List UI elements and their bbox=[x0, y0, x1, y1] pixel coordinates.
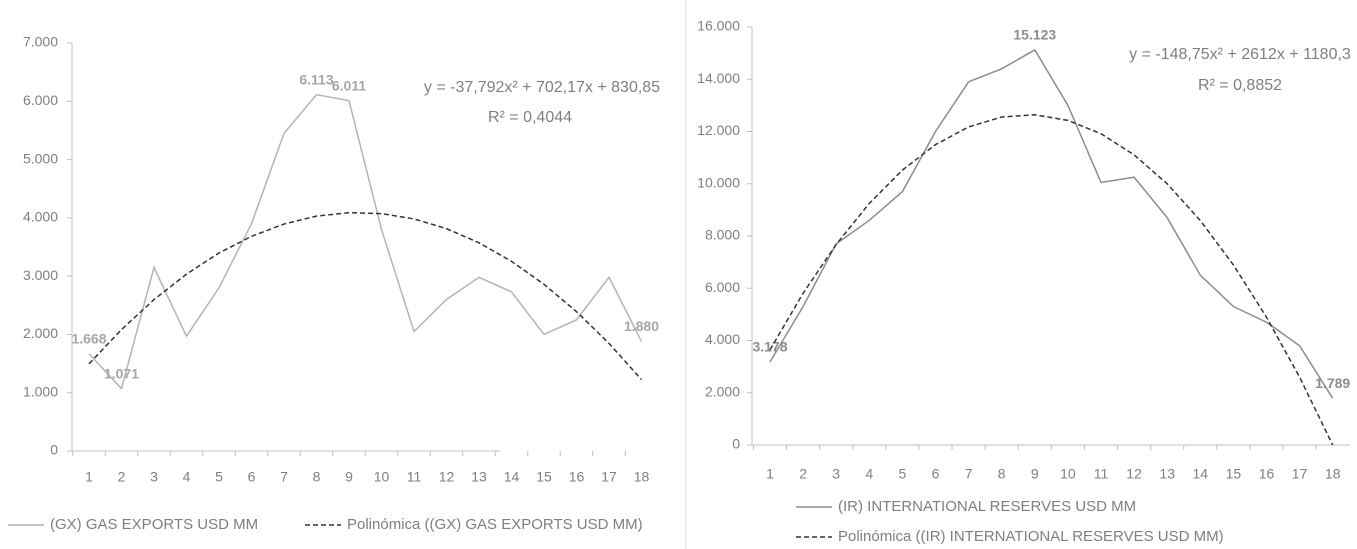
x-tick-label: 8 bbox=[998, 466, 1006, 482]
x-tick-label: 14 bbox=[1193, 466, 1209, 482]
value-label: 3.178 bbox=[752, 339, 787, 355]
y-tick-label: 6.000 bbox=[705, 279, 740, 295]
y-tick-label: 2.000 bbox=[705, 383, 740, 399]
x-tick-label: 2 bbox=[118, 469, 126, 485]
value-label: 1.668 bbox=[71, 330, 106, 346]
x-tick-label: 8 bbox=[313, 469, 321, 485]
annotation: R² = 0,8852 bbox=[1198, 77, 1282, 94]
x-tick-label: 18 bbox=[634, 469, 650, 485]
x-tick-label: 4 bbox=[865, 466, 873, 482]
x-tick-label: 7 bbox=[280, 469, 288, 485]
x-tick-label: 13 bbox=[471, 469, 487, 485]
value-label: 1.880 bbox=[624, 318, 659, 334]
x-tick-label: 9 bbox=[1031, 466, 1039, 482]
x-tick-label: 14 bbox=[504, 469, 520, 485]
y-tick-label: 10.000 bbox=[697, 174, 740, 190]
y-tick-label: 2.000 bbox=[23, 325, 58, 341]
x-tick-label: 10 bbox=[1060, 466, 1076, 482]
y-tick-label: 0 bbox=[732, 436, 740, 452]
x-tick-label: 5 bbox=[899, 466, 907, 482]
x-tick-label: 6 bbox=[932, 466, 940, 482]
x-tick-label: 12 bbox=[1126, 466, 1142, 482]
series-line bbox=[88, 93, 643, 391]
y-tick-label: 7.000 bbox=[23, 34, 58, 50]
series-line bbox=[769, 114, 1334, 445]
x-tick-label: 13 bbox=[1159, 466, 1175, 482]
y-tick-label: 14.000 bbox=[697, 70, 740, 86]
value-label: 6.011 bbox=[332, 77, 366, 93]
value-label: 1.071 bbox=[104, 365, 139, 381]
legend-label: Polinómica ((IR) INTERNATIONAL RESERVES … bbox=[838, 528, 1224, 545]
x-tick-label: 17 bbox=[1292, 466, 1308, 482]
legend-label: Polinómica ((GX) GAS EXPORTS USD MM) bbox=[347, 516, 643, 533]
x-tick-label: 11 bbox=[407, 469, 422, 485]
x-tick-label: 11 bbox=[1094, 466, 1109, 482]
x-tick-label: 3 bbox=[150, 469, 158, 485]
y-tick-label: 0 bbox=[50, 442, 58, 458]
x-tick-label: 15 bbox=[536, 469, 552, 485]
legend-label: (IR) INTERNATIONAL RESERVES USD MM bbox=[838, 498, 1136, 515]
annotation: R² = 0,4044 bbox=[488, 109, 572, 126]
value-label: 1.789 bbox=[1315, 375, 1350, 391]
x-tick-label: 1 bbox=[85, 469, 93, 485]
x-tick-label: 10 bbox=[374, 469, 390, 485]
y-tick-label: 3.000 bbox=[23, 267, 58, 283]
value-label: 6.113 bbox=[299, 71, 333, 87]
x-tick-label: 15 bbox=[1226, 466, 1242, 482]
series-line bbox=[88, 211, 643, 381]
x-tick-label: 12 bbox=[439, 469, 455, 485]
x-tick-label: 5 bbox=[215, 469, 223, 485]
y-tick-label: 16.000 bbox=[697, 18, 740, 34]
y-tick-label: 4.000 bbox=[705, 331, 740, 347]
x-tick-label: 16 bbox=[569, 469, 585, 485]
y-tick-label: 5.000 bbox=[23, 150, 58, 166]
subchart: 0 2.000 4.000 6.000 8.000 10.000 12.000 14.000 1… bbox=[697, 18, 1351, 545]
x-tick-label: 7 bbox=[965, 466, 973, 482]
x-tick-label: 3 bbox=[832, 466, 840, 482]
y-tick-label: 6.000 bbox=[23, 92, 58, 108]
x-tick-label: 4 bbox=[183, 469, 191, 485]
series-line bbox=[769, 48, 1334, 399]
x-tick-label: 6 bbox=[248, 469, 256, 485]
legend-label: (GX) GAS EXPORTS USD MM bbox=[50, 516, 258, 533]
y-tick-label: 12.000 bbox=[697, 122, 740, 138]
x-tick-label: 2 bbox=[799, 466, 807, 482]
y-tick-label: 8.000 bbox=[705, 227, 740, 243]
x-tick-label: 17 bbox=[601, 469, 617, 485]
annotation: y = -37,792x² + 702,17x + 830,85 bbox=[424, 79, 660, 96]
x-tick-label: 9 bbox=[345, 469, 353, 485]
x-tick-label: 16 bbox=[1259, 466, 1275, 482]
annotation: y = -148,75x² + 2612x + 1180,3 bbox=[1129, 46, 1351, 63]
y-tick-label: 1.000 bbox=[23, 383, 58, 399]
x-tick-label: 18 bbox=[1325, 466, 1341, 482]
y-tick-label: 4.000 bbox=[23, 209, 58, 225]
x-tick-label: 1 bbox=[766, 466, 774, 482]
value-label: 15.123 bbox=[1013, 27, 1056, 43]
